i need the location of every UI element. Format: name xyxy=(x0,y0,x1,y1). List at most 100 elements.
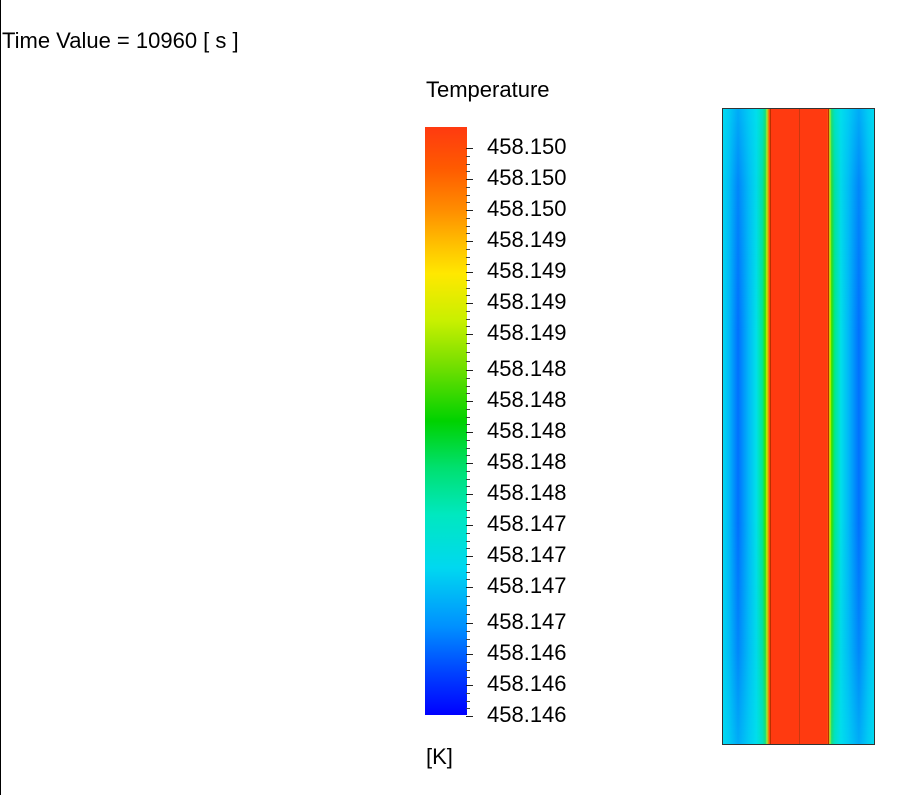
legend-major-tick xyxy=(466,525,473,526)
legend-value-label: 458.149 xyxy=(487,258,567,283)
legend-minor-tick xyxy=(466,424,470,425)
legend-minor-tick xyxy=(466,517,470,518)
legend-minor-tick xyxy=(466,533,470,534)
legend-value-label: 458.149 xyxy=(487,289,567,314)
legend-value-label: 458.147 xyxy=(487,542,567,567)
legend-minor-tick xyxy=(466,226,470,227)
legend-value-label: 458.148 xyxy=(487,387,567,412)
legend-major-tick xyxy=(466,623,473,624)
legend-minor-tick xyxy=(466,233,470,234)
legend-minor-tick xyxy=(466,326,470,327)
legend-minor-tick xyxy=(466,639,470,640)
legend-minor-tick xyxy=(466,393,470,394)
legend-value-label: 458.150 xyxy=(487,196,567,221)
legend-minor-tick xyxy=(466,156,470,157)
legend-minor-tick xyxy=(466,440,470,441)
legend-major-tick xyxy=(466,494,473,495)
legend-value-label: 458.150 xyxy=(487,134,567,159)
legend-minor-tick xyxy=(466,605,470,606)
legend-minor-tick xyxy=(466,614,470,615)
legend-major-tick xyxy=(466,179,473,180)
legend-value-label: 458.146 xyxy=(487,702,567,727)
legend-minor-tick xyxy=(466,378,470,379)
legend-minor-tick xyxy=(466,708,470,709)
legend-value-label: 458.147 xyxy=(487,511,567,536)
legend-minor-tick xyxy=(466,548,470,549)
legend-major-tick xyxy=(466,432,473,433)
legend-minor-tick xyxy=(466,701,470,702)
legend-major-tick xyxy=(466,272,473,273)
legend-major-tick xyxy=(466,241,473,242)
legend-major-tick xyxy=(466,654,473,655)
legend-minor-tick xyxy=(466,677,470,678)
color-legend-bar xyxy=(425,127,467,715)
legend-unit-label: [K] xyxy=(426,744,453,769)
legend-minor-tick xyxy=(466,479,470,480)
legend-title: Temperature xyxy=(426,77,550,102)
legend-value-label: 458.148 xyxy=(487,356,567,381)
legend-major-tick xyxy=(466,716,473,717)
legend-value-label: 458.148 xyxy=(487,480,567,505)
legend-minor-tick xyxy=(466,448,470,449)
legend-minor-tick xyxy=(466,693,470,694)
legend-minor-tick xyxy=(466,541,470,542)
legend-minor-tick xyxy=(466,202,470,203)
legend-minor-tick xyxy=(466,579,470,580)
legend-minor-tick xyxy=(466,510,470,511)
legend-major-tick xyxy=(466,587,473,588)
legend-minor-tick xyxy=(466,343,470,344)
temperature-contour-plot xyxy=(722,108,875,745)
legend-minor-tick xyxy=(466,572,470,573)
legend-minor-tick xyxy=(466,502,470,503)
legend-major-tick xyxy=(466,685,473,686)
contour-vertical-shading xyxy=(723,109,874,744)
legend-value-label: 458.148 xyxy=(487,449,567,474)
legend-minor-tick xyxy=(466,386,470,387)
legend-value-label: 458.149 xyxy=(487,227,567,252)
legend-minor-tick xyxy=(466,631,470,632)
legend-minor-tick xyxy=(466,280,470,281)
legend-minor-tick xyxy=(466,311,470,312)
legend-minor-tick xyxy=(466,218,470,219)
legend-minor-tick xyxy=(466,596,470,597)
legend-minor-tick xyxy=(466,662,470,663)
legend-major-tick xyxy=(466,370,473,371)
legend-minor-tick xyxy=(466,352,470,353)
legend-major-tick xyxy=(466,303,473,304)
legend-value-label: 458.148 xyxy=(487,418,567,443)
legend-minor-tick xyxy=(466,417,470,418)
legend-value-label: 458.146 xyxy=(487,640,567,665)
legend-value-label: 458.146 xyxy=(487,671,567,696)
legend-minor-tick xyxy=(466,195,470,196)
legend-minor-tick xyxy=(466,319,470,320)
legend-minor-tick xyxy=(466,471,470,472)
legend-minor-tick xyxy=(466,409,470,410)
legend-major-tick xyxy=(466,148,473,149)
legend-major-tick xyxy=(466,210,473,211)
legend-value-label: 458.149 xyxy=(487,320,567,345)
legend-minor-tick xyxy=(466,361,470,362)
legend-major-tick xyxy=(466,463,473,464)
legend-minor-tick xyxy=(466,164,470,165)
legend-minor-tick xyxy=(466,187,470,188)
legend-minor-tick xyxy=(466,670,470,671)
time-value-label: Time Value = 10960 [ s ] xyxy=(2,28,239,53)
contour-interface-line xyxy=(799,109,800,744)
legend-value-label: 458.147 xyxy=(487,573,567,598)
viewport-border xyxy=(0,0,1,795)
legend-minor-tick xyxy=(466,264,470,265)
legend-minor-tick xyxy=(466,455,470,456)
legend-minor-tick xyxy=(466,288,470,289)
legend-minor-tick xyxy=(466,249,470,250)
legend-value-label: 458.147 xyxy=(487,609,567,634)
legend-minor-tick xyxy=(466,486,470,487)
legend-minor-tick xyxy=(466,295,470,296)
contour-interface-line xyxy=(770,109,771,744)
contour-interface-line xyxy=(828,109,829,744)
legend-minor-tick xyxy=(466,171,470,172)
legend-major-tick xyxy=(466,334,473,335)
legend-minor-tick xyxy=(466,257,470,258)
legend-major-tick xyxy=(466,401,473,402)
legend-minor-tick xyxy=(466,646,470,647)
legend-major-tick xyxy=(466,556,473,557)
